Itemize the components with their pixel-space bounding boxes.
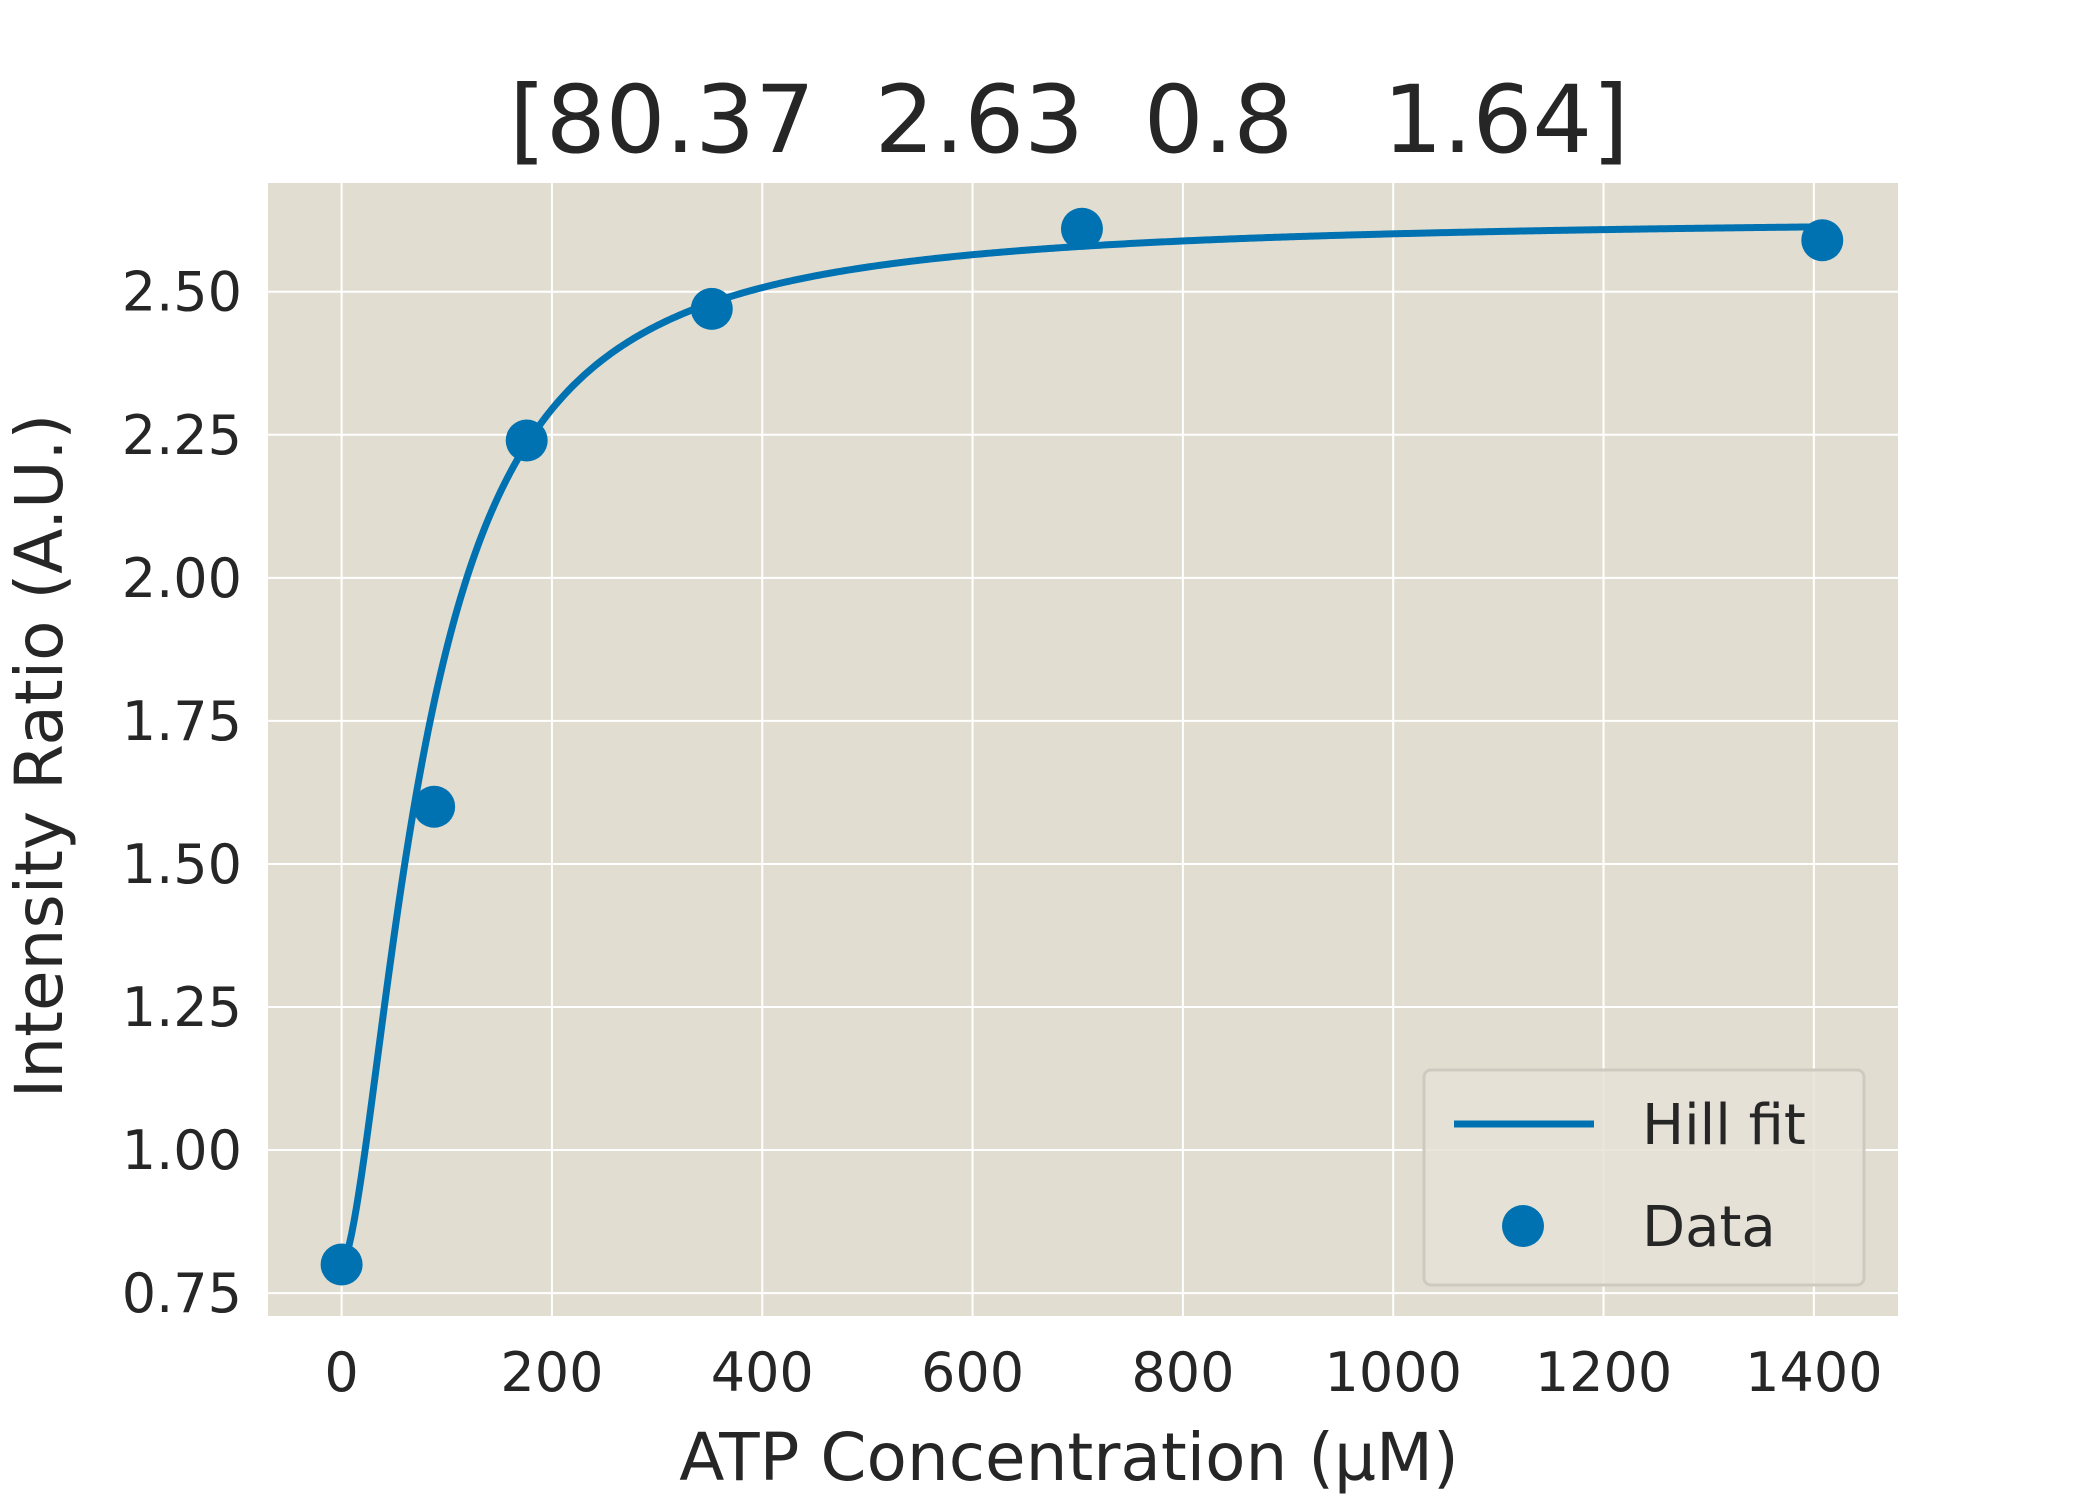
data-point-5 <box>1801 219 1844 262</box>
data-point-1 <box>413 785 456 828</box>
x-tick-label-3: 600 <box>921 1341 1024 1404</box>
y-tick-labels: 0.75 1.00 1.25 1.50 1.75 2.00 2.25 2.50 <box>122 261 242 1325</box>
data-points-layer <box>320 207 1844 1286</box>
data-point-4 <box>1060 207 1103 250</box>
legend-data-label: Data <box>1642 1195 1776 1260</box>
data-point-0 <box>320 1243 363 1286</box>
legend-hill-fit-label: Hill fit <box>1642 1093 1806 1158</box>
y-tick-label-1: 1.00 <box>122 1119 242 1182</box>
y-tick-label-6: 2.25 <box>122 404 242 467</box>
y-tick-label-7: 2.50 <box>122 261 242 324</box>
y-axis-label: Intensity Ratio (A.U.) <box>1 414 78 1098</box>
x-axis-label: ATP Concentration (µM) <box>679 1419 1458 1496</box>
x-tick-label-6: 1200 <box>1535 1341 1672 1404</box>
y-tick-label-3: 1.50 <box>122 833 242 896</box>
y-tick-label-4: 1.75 <box>122 690 242 753</box>
x-tick-labels: 0 200 400 600 800 1000 1200 1400 <box>324 1341 1882 1404</box>
y-tick-label-2: 1.25 <box>122 976 242 1039</box>
x-tick-label-5: 1000 <box>1325 1341 1462 1404</box>
x-tick-label-0: 0 <box>324 1341 358 1404</box>
chart-title: [80.37 2.63 0.8 1.64] <box>509 66 1629 175</box>
x-tick-label-2: 400 <box>711 1341 814 1404</box>
x-tick-label-1: 200 <box>500 1341 603 1404</box>
legend: Hill fit Data <box>1422 1068 1866 1287</box>
data-point-3 <box>690 287 733 330</box>
y-tick-label-0: 0.75 <box>122 1262 242 1325</box>
x-tick-label-7: 1400 <box>1745 1341 1882 1404</box>
y-tick-label-5: 2.00 <box>122 547 242 610</box>
legend-data-swatch <box>1502 1205 1544 1247</box>
data-point-2 <box>505 419 548 462</box>
x-tick-label-4: 800 <box>1131 1341 1234 1404</box>
